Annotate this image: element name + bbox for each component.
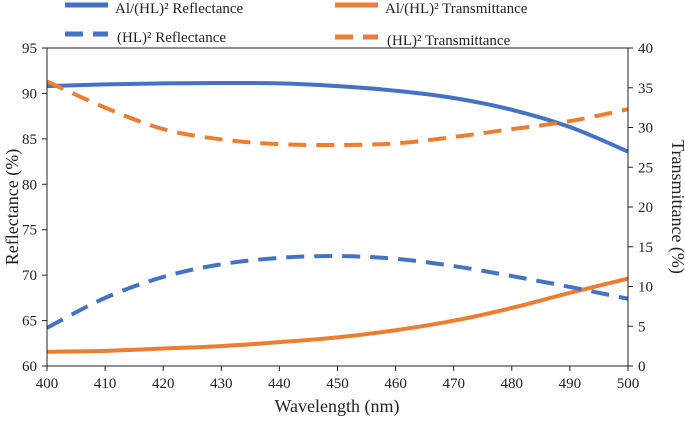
y-tick-label: 75 <box>22 223 37 239</box>
series-line-0 <box>46 80 629 154</box>
y2-tick-label: 35 <box>638 81 653 97</box>
y2-tick-label: 40 <box>638 41 653 57</box>
y2-tick-label: 10 <box>638 280 653 296</box>
series-line-2 <box>46 254 629 330</box>
x-tick-label: 420 <box>152 376 175 392</box>
x-tick-label: 460 <box>384 376 407 392</box>
y-tick-label: 90 <box>22 86 37 102</box>
x-tick-label: 480 <box>501 376 524 392</box>
y2-tick-label: 30 <box>638 121 653 137</box>
y-tick-label: 65 <box>22 314 37 330</box>
y2-axis-label: Transmittance (%) <box>667 140 685 274</box>
y-tick-label: 85 <box>22 132 37 148</box>
legend-label: (HL)² Transmittance <box>387 33 511 49</box>
x-tick-label: 490 <box>559 376 582 392</box>
y2-tick-label: 0 <box>638 359 646 375</box>
y2-tick-label: 20 <box>638 200 653 216</box>
y2-tick-label: 25 <box>638 160 653 176</box>
y-tick-label: 70 <box>22 268 37 284</box>
y-axis-label: Reflectance (%) <box>2 149 23 265</box>
series-line-1 <box>46 276 629 354</box>
legend: Al/(HL)² Reflectance Al/(HL)² Transmittan… <box>65 1 528 49</box>
x-tick-label: 410 <box>94 376 117 392</box>
plot-frame <box>46 47 629 367</box>
x-tick-label: 470 <box>442 376 465 392</box>
y-tick-label: 80 <box>22 177 37 193</box>
x-tick-label: 450 <box>326 376 349 392</box>
ticks: 400 410 420 430 440 450 460 470 480 490 5006065707… <box>22 41 653 392</box>
y2-tick-label: 5 <box>638 319 646 335</box>
y-tick-label: 60 <box>22 359 37 375</box>
x-axis-label: Wavelength (nm) <box>274 396 399 417</box>
series-line-3 <box>46 79 629 148</box>
y2-tick-label: 15 <box>638 240 653 256</box>
x-tick-label: 500 <box>617 376 640 392</box>
y-tick-label: 95 <box>22 41 37 57</box>
x-tick-label: 440 <box>268 376 291 392</box>
x-tick-label: 430 <box>210 376 233 392</box>
legend-label: Al/(HL)² Reflectance <box>115 1 244 17</box>
x-tick-label: 400 <box>36 376 59 392</box>
series-group <box>46 79 629 354</box>
legend-label: Al/(HL)² Transmittance <box>385 1 528 17</box>
legend-label: (HL)² Reflectance <box>117 30 226 46</box>
